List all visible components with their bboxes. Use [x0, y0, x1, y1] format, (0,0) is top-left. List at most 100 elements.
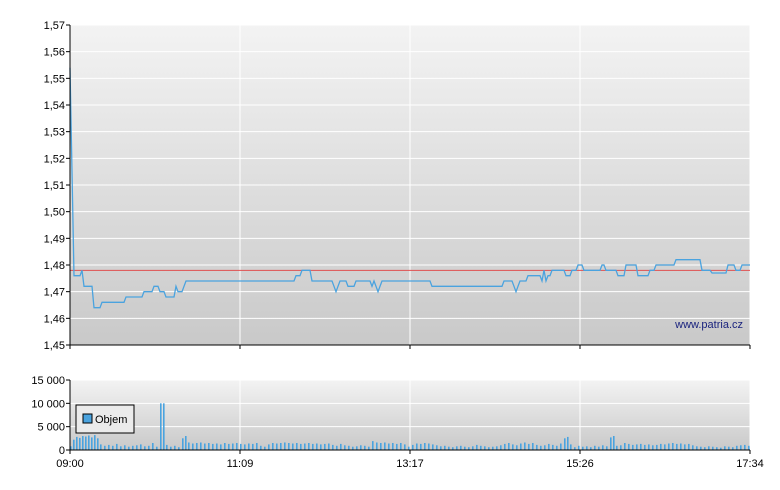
volume-bar [528, 443, 530, 450]
volume-bar [228, 443, 230, 450]
volume-bar [564, 438, 566, 450]
volume-bar [97, 438, 99, 450]
volume-bar [170, 446, 172, 450]
volume-bar [468, 447, 470, 450]
price-y-tick-labels: 1,45 1,46 1,47 1,48 1,49 1,50 1,51 1,52 1,53 1,54… [44, 20, 71, 352]
volume-bar [692, 445, 694, 450]
volume-bar [244, 444, 246, 450]
volume-bar [620, 445, 622, 450]
volume-bar [412, 444, 414, 450]
volume-bar [376, 442, 378, 450]
volume-bar [492, 446, 494, 450]
volume-bar [368, 446, 370, 450]
volume-bar [708, 446, 710, 450]
volume-bar [340, 443, 342, 450]
volume-bar [76, 436, 78, 450]
volume-bar [380, 443, 382, 450]
x-tick-label: 17:34 [736, 458, 764, 470]
volume-bar [392, 443, 394, 450]
volume-bar [578, 445, 580, 450]
volume-bar [456, 446, 458, 450]
volume-bar [292, 443, 294, 450]
volume-bar [656, 444, 658, 450]
volume-bar [94, 435, 96, 450]
volume-bar [567, 436, 569, 450]
volume-y-tick-label: 15 000 [31, 375, 65, 387]
volume-bar [552, 444, 554, 450]
volume-bar [204, 443, 206, 450]
volume-bar [724, 446, 726, 450]
volume-bar [652, 445, 654, 450]
volume-bar [452, 447, 454, 450]
volume-bar [748, 446, 750, 450]
volume-bar [268, 444, 270, 450]
volume-bar [196, 443, 198, 450]
legend-label: Objem [95, 414, 127, 426]
price-series-line [69, 67, 750, 309]
volume-bar [424, 443, 426, 450]
volume-bar [524, 442, 526, 450]
volume-bar [300, 443, 302, 450]
x-tick-label: 15:26 [566, 458, 594, 470]
volume-bar [644, 444, 646, 450]
volume-bar [472, 446, 474, 450]
volume-bar [182, 438, 184, 450]
volume-bar [148, 445, 150, 450]
volume-bar [460, 445, 462, 450]
volume-bar [152, 443, 154, 450]
volume-bar [480, 445, 482, 450]
volume-bar [570, 444, 572, 450]
volume-bar [312, 443, 314, 450]
volume-bar [700, 446, 702, 450]
volume-bar [256, 443, 258, 450]
volume-bar [264, 446, 266, 450]
volume-bar [504, 443, 506, 450]
watermark-text: www.patria.cz [674, 319, 743, 331]
volume-bar [384, 442, 386, 450]
volume-bar [632, 444, 634, 450]
price-gridlines [70, 24, 751, 345]
volume-bar [208, 443, 210, 450]
volume-x-tick-labels: 09:00 11:09 13:17 15:26 17:34 [56, 450, 764, 470]
volume-bar [232, 443, 234, 450]
volume-bar [364, 445, 366, 450]
volume-bar [296, 443, 298, 450]
price-x-ticks [69, 345, 751, 349]
price-y-tick-label: 1,49 [44, 233, 65, 245]
volume-bar [73, 439, 75, 450]
volume-bar [512, 444, 514, 450]
volume-bar [684, 444, 686, 450]
volume-bar [712, 446, 714, 450]
volume-bar [520, 443, 522, 450]
volume-bar [240, 443, 242, 450]
volume-bar [320, 444, 322, 450]
volume-bar [648, 444, 650, 450]
volume-bar [212, 443, 214, 450]
x-tick-label: 09:00 [56, 458, 84, 470]
volume-bar [640, 443, 642, 450]
volume-bar [536, 444, 538, 450]
volume-bar [476, 444, 478, 450]
volume-bar [444, 445, 446, 450]
x-tick-label: 11:09 [227, 458, 254, 470]
price-y-tick-label: 1,47 [44, 287, 65, 299]
volume-bar [416, 443, 418, 450]
volume-bar [716, 447, 718, 450]
volume-bar [696, 446, 698, 450]
volume-bar [85, 436, 87, 450]
legend-swatch [82, 413, 93, 424]
volume-y-tick-label: 5 000 [37, 422, 65, 434]
volume-bar [624, 443, 626, 450]
volume-bar [496, 446, 498, 450]
price-y-tick-label: 1,56 [44, 47, 65, 59]
volume-bar [636, 444, 638, 450]
volume-bar [280, 443, 282, 450]
volume-bar [104, 445, 106, 450]
volume-bar [500, 445, 502, 450]
price-chart: 1,45 1,46 1,47 1,48 1,49 1,50 1,51 1,52 1,53 1,54… [44, 20, 751, 352]
volume-bar [220, 444, 222, 450]
volume-bar [736, 445, 738, 450]
volume-bar [484, 446, 486, 450]
volume-bar [664, 444, 666, 450]
volume-bar [163, 403, 165, 450]
